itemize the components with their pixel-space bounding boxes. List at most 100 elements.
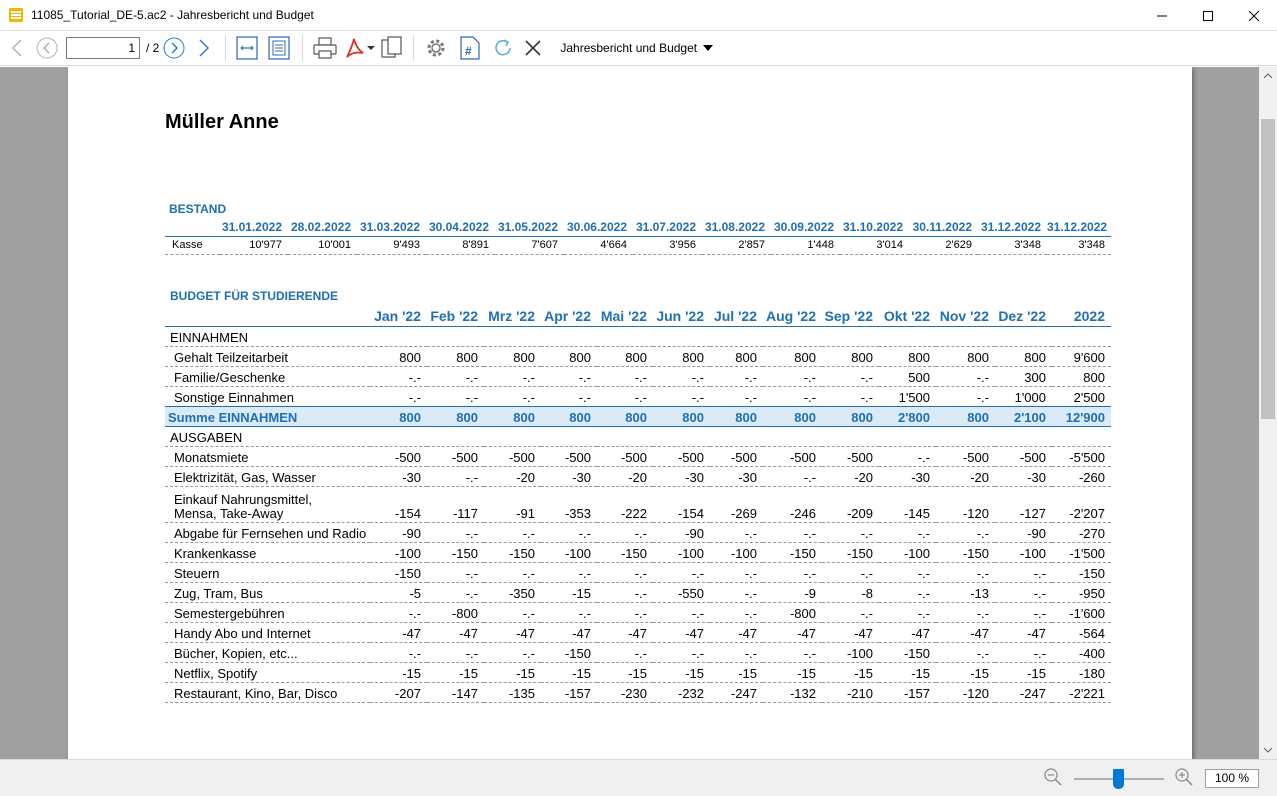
budget-cell: -.- <box>710 522 763 543</box>
vertical-scrollbar[interactable] <box>1259 67 1277 759</box>
budget-cell: -800 <box>763 602 822 623</box>
budget-cell: -90 <box>370 522 427 543</box>
budget-cell: -13 <box>936 582 995 603</box>
budget-cell: 800 <box>879 346 936 367</box>
budget-row-label: Sonstige Einnahmen <box>165 386 370 407</box>
next-page-button[interactable] <box>159 33 189 63</box>
budget-cell: -47 <box>370 622 427 643</box>
budget-cell: -.- <box>710 582 763 603</box>
budget-cell: -.- <box>541 602 597 623</box>
window-title: 11085_Tutorial_DE-5.ac2 - Jahresbericht … <box>31 8 314 22</box>
budget-cell: -.- <box>763 386 822 407</box>
bestand-cell: 3'014 <box>840 236 909 255</box>
refresh-button[interactable] <box>488 33 518 63</box>
budget-column-header: Feb '22 <box>427 307 484 327</box>
close-report-button[interactable] <box>518 33 548 63</box>
maximize-icon <box>1203 10 1213 21</box>
budget-cell: -120 <box>936 486 995 523</box>
maximize-button[interactable] <box>1185 0 1231 31</box>
budget-cell <box>597 326 653 347</box>
zoom-in-button[interactable] <box>1175 768 1193 789</box>
budget-cell: -15 <box>995 662 1052 683</box>
scroll-down-button[interactable] <box>1259 742 1277 759</box>
scroll-up-button[interactable] <box>1259 67 1277 84</box>
budget-column-header: Jul '22 <box>710 307 763 327</box>
bestand-cell: 9'493 <box>357 236 426 255</box>
minimize-icon <box>1157 15 1167 16</box>
budget-row-label: Einkauf Nahrungsmittel, Mensa, Take-Away <box>165 486 370 523</box>
budget-cell: -47 <box>653 622 710 643</box>
minimize-button[interactable] <box>1139 0 1185 31</box>
budget-cell: -47 <box>484 622 541 643</box>
report-viewer[interactable]: Müller Anne BESTAND 31.01.2022 28.02.2022… <box>0 67 1259 759</box>
bestand-title: BESTAND <box>169 202 227 216</box>
budget-cell: -500 <box>822 446 879 467</box>
budget-cell <box>427 426 484 447</box>
close-button[interactable] <box>1231 0 1277 31</box>
window-controls <box>1139 0 1277 31</box>
page-number-button[interactable]: # <box>452 33 488 63</box>
scroll-thumb[interactable] <box>1261 119 1275 419</box>
budget-cell: -.- <box>879 522 936 543</box>
budget-cell <box>653 426 710 447</box>
budget-column-header: Sep '22 <box>822 307 879 327</box>
budget-cell: -.- <box>370 366 427 387</box>
toolbar-divider <box>302 35 304 61</box>
budget-cell: 800 <box>484 405 541 427</box>
pdf-icon <box>346 38 376 58</box>
report-selector-label: Jahresbericht und Budget <box>560 41 698 55</box>
zoom-level[interactable]: 100 % <box>1205 769 1259 788</box>
budget-row: Handy Abo und Internet -47 -47 -47 -47 -47 -47… <box>165 622 1111 643</box>
budget-cell: -147 <box>427 682 484 703</box>
budget-cell: -800 <box>427 602 484 623</box>
copy-button[interactable] <box>377 33 407 63</box>
print-button[interactable] <box>309 33 341 63</box>
page-number-input[interactable] <box>66 37 140 59</box>
budget-cell: 800 <box>653 346 710 367</box>
bestand-cell: 2'629 <box>909 236 978 255</box>
budget-cell: -.- <box>541 562 597 583</box>
zoom-slider-thumb[interactable] <box>1113 769 1124 789</box>
zoom-out-button[interactable] <box>1044 768 1062 789</box>
settings-button[interactable] <box>420 33 452 63</box>
forward-button[interactable] <box>189 33 219 63</box>
budget-row-label: Abgabe für Fernsehen und Radio <box>165 522 370 543</box>
budget-cell: -154 <box>370 486 427 523</box>
circle-left-icon <box>36 37 58 59</box>
fit-width-button[interactable] <box>232 33 262 63</box>
fit-page-button[interactable] <box>262 33 296 63</box>
budget-cell: -.- <box>936 522 995 543</box>
budget-cell: -20 <box>484 466 541 487</box>
budget-group-row: EINNAHMEN <box>165 326 1111 347</box>
budget-row-label: Restaurant, Kino, Bar, Disco <box>165 682 370 703</box>
budget-cell: -.- <box>710 642 763 663</box>
budget-cell: -232 <box>653 682 710 703</box>
back-button[interactable] <box>0 33 34 63</box>
budget-row: Gehalt Teilzeitarbeit 800 800 800 800 800 800 8… <box>165 346 1111 367</box>
refresh-icon <box>495 39 512 56</box>
bestand-date-header: 31.01.2022 <box>220 218 288 237</box>
budget-cell: -350 <box>484 582 541 603</box>
budget-cell: -47 <box>427 622 484 643</box>
budget-cell: 800 <box>763 405 822 427</box>
budget-cell: -15 <box>936 662 995 683</box>
report-selector[interactable]: Jahresbericht und Budget <box>560 41 714 55</box>
budget-cell: -353 <box>541 486 597 523</box>
budget-row-label: Krankenkasse <box>165 542 370 563</box>
budget-row: Bücher, Kopien, etc... -.- -.- -.- -150 -.- -.… <box>165 642 1111 663</box>
budget-cell: -117 <box>427 486 484 523</box>
budget-cell: -9 <box>763 582 822 603</box>
budget-cell: 800 <box>541 346 597 367</box>
previous-page-button[interactable] <box>34 33 60 63</box>
budget-cell: -.- <box>822 562 879 583</box>
budget-cell: -15 <box>653 662 710 683</box>
budget-cell: -.- <box>427 366 484 387</box>
bestand-date-header: 31.12.2022 <box>978 218 1047 237</box>
budget-cell: -.- <box>370 386 427 407</box>
toolbar-divider <box>413 35 415 61</box>
export-pdf-button[interactable] <box>341 33 377 63</box>
budget-cell: -500 <box>484 446 541 467</box>
budget-cell: -15 <box>370 662 427 683</box>
budget-cell <box>370 426 427 447</box>
budget-cell: -.- <box>597 522 653 543</box>
